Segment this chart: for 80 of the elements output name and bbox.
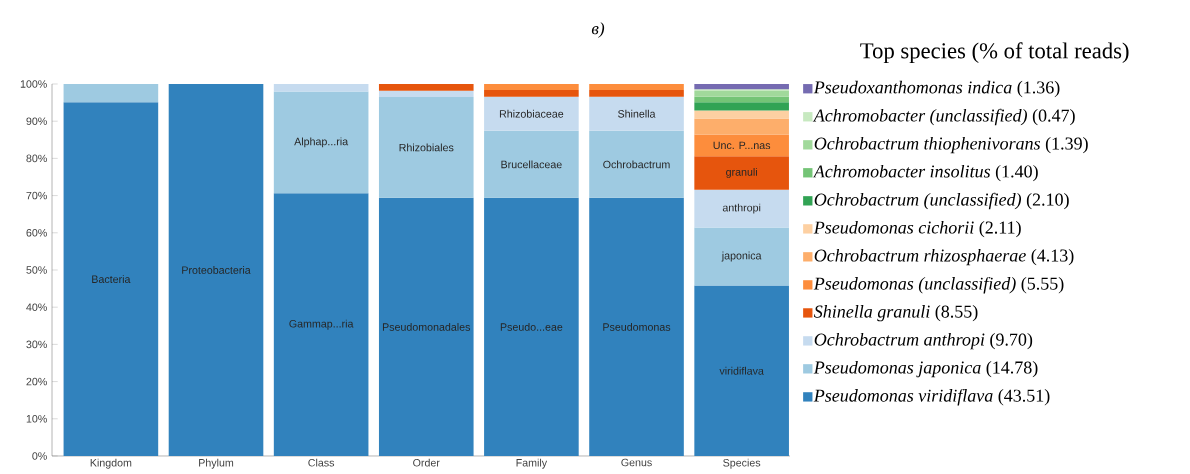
bar xyxy=(589,83,684,90)
bar xyxy=(694,285,789,456)
data-label: japonica xyxy=(721,251,762,262)
bar xyxy=(694,227,789,286)
y-tick-label: 80% xyxy=(26,154,47,163)
legend-label: Pseudomonas japonica (14.78) xyxy=(813,360,1038,378)
y-tick-label: 10% xyxy=(26,415,47,423)
y-tick-label: 90% xyxy=(26,117,47,125)
data-label: Ochrobactrum xyxy=(603,160,670,169)
data-label: granuli xyxy=(726,167,757,178)
x-tick-label: Kingdom xyxy=(90,458,132,469)
bar xyxy=(589,197,684,456)
bar xyxy=(694,189,789,228)
y-tick-label: 30% xyxy=(26,340,47,349)
bar xyxy=(694,91,789,97)
bar xyxy=(589,130,684,198)
data-label: Proteobacteria xyxy=(182,266,251,274)
y-tick-label: 100% xyxy=(20,80,47,88)
bar xyxy=(694,102,789,111)
bar xyxy=(694,118,789,135)
y-tick-label: 0% xyxy=(32,452,47,460)
y-tick-label: 20% xyxy=(26,377,47,386)
legend-label: Pseudoxanthomonas indica (1.36) xyxy=(813,80,1060,98)
y-tick-label: 40% xyxy=(26,303,47,311)
bar xyxy=(589,89,684,97)
y-tick-label: 50% xyxy=(26,266,47,274)
x-tick-label: Species xyxy=(723,458,761,469)
data-label: anthropi xyxy=(722,203,761,214)
bar xyxy=(273,193,369,456)
data-label: Pseudomonas xyxy=(603,322,671,331)
bar xyxy=(168,83,264,456)
legend-label: Ochrobactrum rhizosphaerae (4.13) xyxy=(814,248,1074,266)
legend-label: Ochrobactrum (unclassified) (2.10) xyxy=(814,192,1069,210)
y-tick-label: 60% xyxy=(26,229,47,237)
x-tick-label: Phylum xyxy=(199,458,234,469)
x-tick-label: Order xyxy=(413,458,440,467)
bar xyxy=(273,83,369,92)
x-tick-label: Genus xyxy=(621,458,652,467)
legend-label: Pseudomonas viridiflava (43.51) xyxy=(813,388,1050,406)
legend-label: Achromobacter (unclassified) (0.47) xyxy=(812,108,1075,126)
bar xyxy=(378,97,474,198)
legend-label: Shinella granuli (8.55) xyxy=(814,305,978,322)
legend-label: Pseudomonas (unclassified) (5.55) xyxy=(813,276,1064,294)
bar xyxy=(484,197,579,456)
data-label: Pseudo...eae xyxy=(500,322,563,331)
legend-label: Pseudomonas cichorii (2.11) xyxy=(813,220,1021,238)
legend-title: Top species (% of total reads) xyxy=(860,42,1129,64)
bar xyxy=(378,83,474,91)
bar xyxy=(484,83,579,90)
bar xyxy=(589,96,684,131)
x-tick-label: Family xyxy=(516,458,548,469)
bar xyxy=(694,83,789,90)
legend-label: Ochrobactrum anthropi (9.70) xyxy=(814,332,1033,350)
bar xyxy=(694,156,789,190)
bar xyxy=(694,110,789,119)
data-label: Bacteria xyxy=(92,275,131,284)
bar xyxy=(273,91,369,194)
data-label: Alphap...ria xyxy=(294,137,349,148)
data-label: Rhizobiales xyxy=(399,143,454,152)
bar xyxy=(63,102,159,456)
chart-title: в) xyxy=(591,22,605,38)
bar xyxy=(694,134,789,157)
data-label: Pseudomonadales xyxy=(382,322,471,331)
bar xyxy=(378,197,474,456)
legend-label: Achromobacter insolitus (1.40) xyxy=(812,164,1038,182)
data-label: Brucellaceae xyxy=(501,160,562,169)
data-label: Shinella xyxy=(618,109,656,118)
bar xyxy=(484,130,579,198)
data-label: viridiflava xyxy=(719,366,764,375)
bar xyxy=(378,90,474,98)
bar xyxy=(484,89,579,97)
bar xyxy=(484,96,579,131)
bar xyxy=(694,96,789,103)
legend-label: Ochrobactrum thiophenivorans (1.39) xyxy=(814,136,1088,154)
data-label: Rhizobiaceae xyxy=(499,109,564,118)
x-tick-label: Class xyxy=(308,458,335,467)
bar xyxy=(63,83,159,103)
y-tick-label: 70% xyxy=(26,191,47,200)
data-label: Gammap...ria xyxy=(289,319,354,330)
data-label: Unc. P...nas xyxy=(713,141,771,150)
